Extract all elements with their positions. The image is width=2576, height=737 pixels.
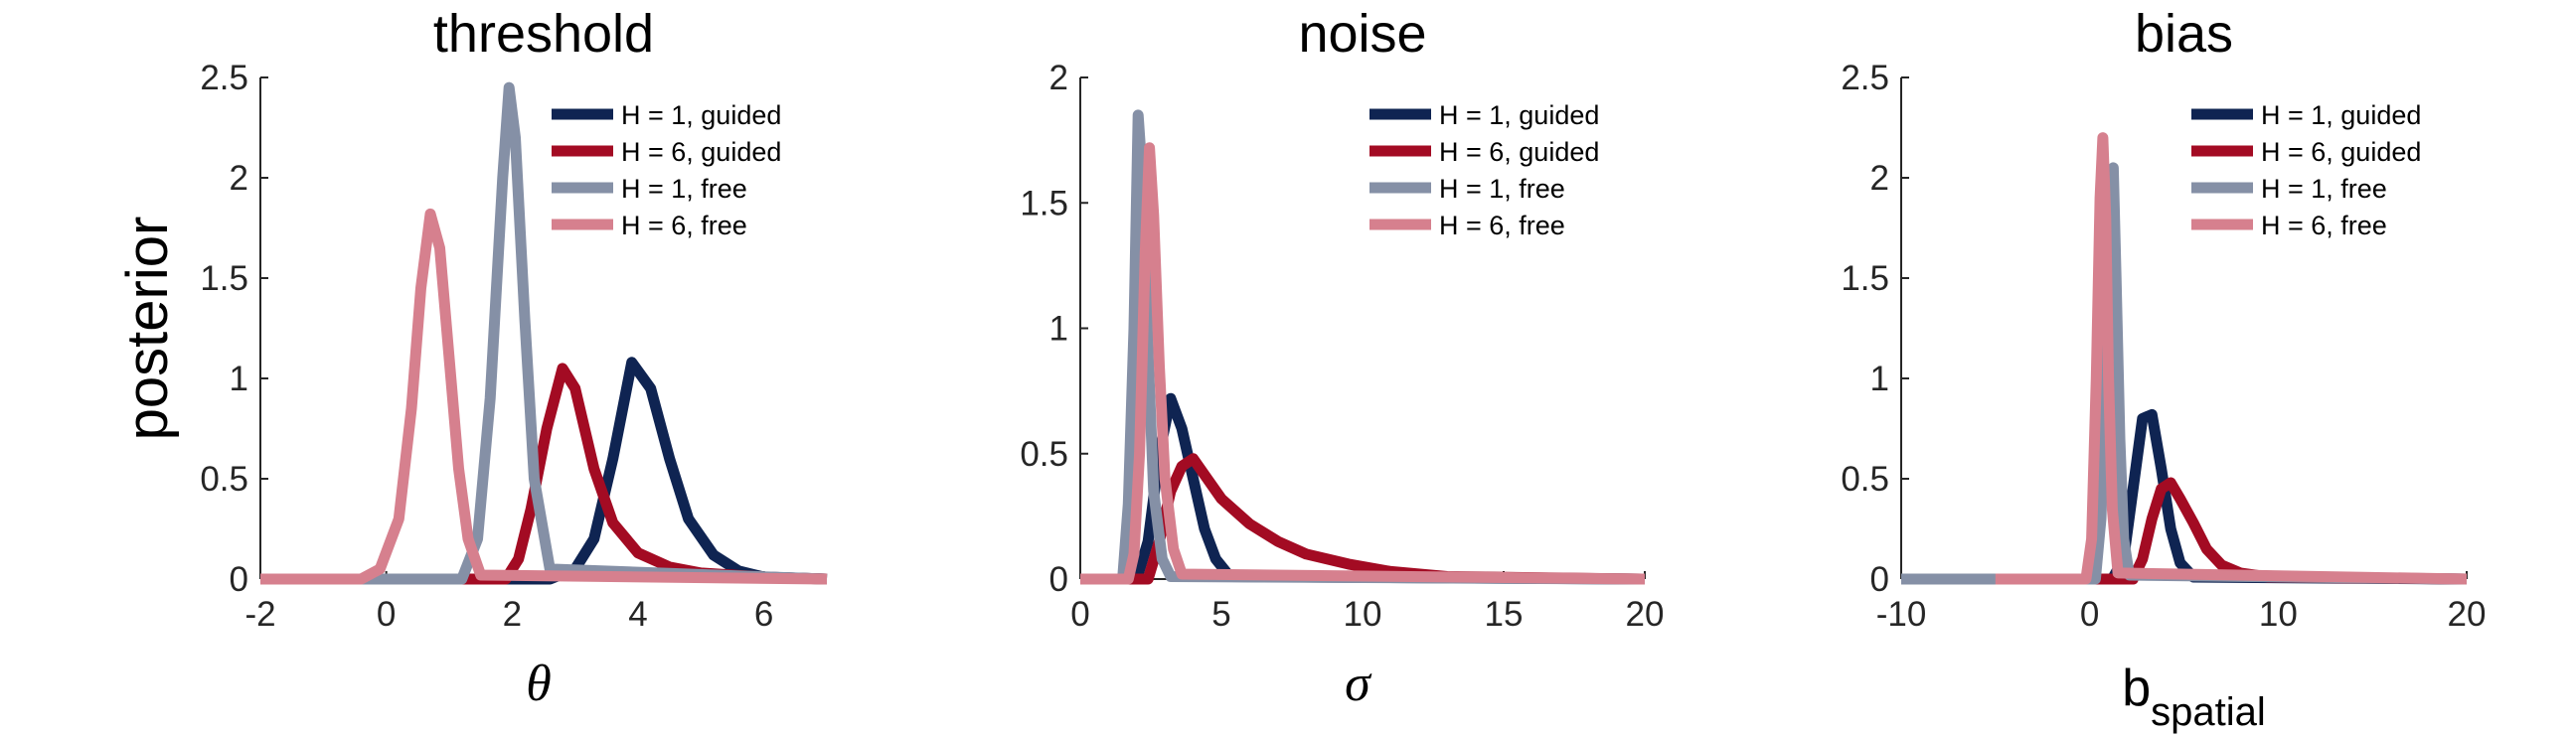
y-tick-label: 1	[1870, 360, 1889, 398]
series-line-4	[1080, 142, 1646, 585]
x-axis-label: bspatial	[2122, 660, 2266, 734]
y-tick-label: 1	[230, 360, 248, 398]
series-line-1	[1080, 392, 1646, 585]
x-axis-label: θ	[526, 656, 552, 712]
panel-title: threshold	[433, 4, 654, 64]
legend-label: H = 1, guided	[621, 100, 781, 130]
series-line-4	[260, 208, 828, 585]
x-tick-label: 0	[1070, 595, 1089, 634]
legend-label: H = 6, free	[621, 211, 747, 240]
y-tick-label: 2	[1049, 59, 1068, 97]
x-axis-label: σ	[1345, 656, 1372, 712]
x-tick-label: 6	[754, 595, 773, 634]
legend-label: H = 6, guided	[2261, 137, 2421, 167]
x-tick-label: 15	[1485, 595, 1524, 634]
x-axis-label-main: b	[2122, 660, 2151, 717]
x-tick-label: 0	[2080, 595, 2099, 634]
x-axis-label-subscript: spatial	[2151, 690, 2266, 734]
y-tick-label: 0	[1870, 560, 1889, 599]
x-tick-label: -2	[244, 595, 275, 634]
legend-label: H = 6, free	[1439, 211, 1565, 240]
x-tick-label: 20	[1626, 595, 1665, 634]
y-tick-label: 0	[230, 560, 248, 599]
y-tick-label: 1	[1049, 310, 1068, 349]
y-tick-label: 1.5	[200, 259, 248, 298]
legend-label: H = 6, guided	[621, 137, 781, 167]
y-tick-label: 0.5	[1020, 435, 1068, 474]
y-tick-label: 1.5	[1020, 184, 1068, 222]
y-axis-label: posterior	[115, 217, 180, 441]
x-tick-label: 0	[377, 595, 396, 634]
x-tick-label: 5	[1211, 595, 1230, 634]
legend-label: H = 1, free	[2261, 174, 2387, 204]
y-tick-label: 2.5	[200, 59, 248, 97]
series-line-2	[1995, 477, 2468, 585]
x-tick-label: 10	[1344, 595, 1382, 634]
x-tick-label: -10	[1876, 595, 1927, 634]
y-tick-label: 0	[1049, 560, 1068, 599]
legend-label: H = 1, guided	[1439, 100, 1599, 130]
x-tick-label: 2	[503, 595, 522, 634]
series-line-3	[1901, 162, 2468, 585]
x-tick-label: 4	[628, 595, 647, 634]
x-tick-label: 20	[2448, 595, 2487, 634]
legend-label: H = 6, free	[2261, 211, 2387, 240]
y-tick-label: 1.5	[1841, 259, 1889, 298]
y-tick-label: 2	[230, 159, 248, 198]
legend-label: H = 1, free	[621, 174, 747, 204]
legend-label: H = 1, free	[1439, 174, 1565, 204]
x-tick-label: 10	[2259, 595, 2298, 634]
series-line-3	[1080, 109, 1646, 585]
y-tick-label: 2.5	[1841, 59, 1889, 97]
series-line-4	[1995, 132, 2468, 585]
legend-label: H = 1, guided	[2261, 100, 2421, 130]
y-tick-label: 0.5	[200, 460, 248, 499]
panel-title: noise	[1298, 4, 1426, 64]
legend-label: H = 6, guided	[1439, 137, 1599, 167]
y-tick-label: 0.5	[1841, 460, 1889, 499]
y-tick-label: 2	[1870, 159, 1889, 198]
panel-title: bias	[2135, 4, 2233, 64]
